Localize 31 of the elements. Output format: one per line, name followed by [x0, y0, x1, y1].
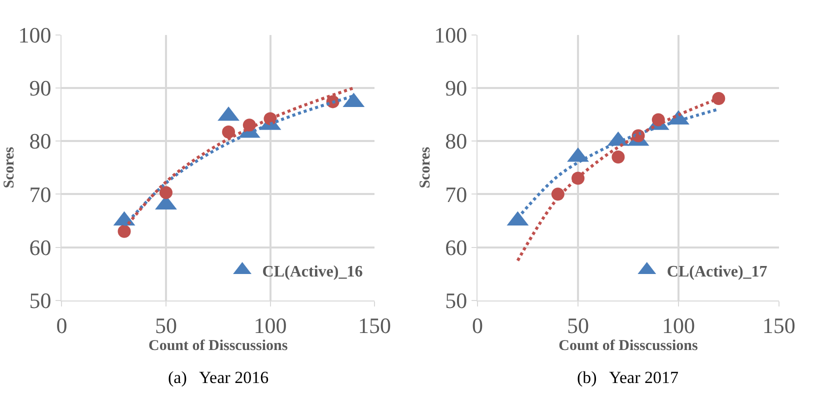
x-axis-title: Count of Disscussions [558, 338, 698, 354]
point [118, 224, 131, 238]
point [222, 126, 236, 138]
x-tick-label: 0 [472, 312, 484, 338]
x-tick-label: 50 [154, 312, 177, 338]
text: (b) Year 2017 [577, 368, 680, 387]
legend-label: CL(Active)_16 [262, 263, 363, 280]
y-tick-label: 60 [29, 235, 52, 260]
x-tick-label: 150 [358, 312, 392, 338]
y-tick-label: 70 [29, 182, 52, 207]
legend-label: CL(Active)_17 [666, 263, 768, 280]
y-tick-label: 50 [445, 288, 468, 314]
x-tick-label: 150 [762, 312, 796, 338]
y-axis-title: Scores [2, 146, 18, 188]
y-tick-label: 90 [445, 76, 468, 101]
x-tick-label: 50 [567, 312, 589, 338]
x-tick-label: 100 [662, 312, 695, 338]
y-tick-label: 100 [18, 22, 52, 48]
point [159, 186, 172, 200]
x-tick-label: 0 [56, 312, 68, 338]
y-tick-label: 80 [445, 128, 468, 154]
y-axis-title: Scores [417, 146, 434, 188]
text: (a) Year 2016 [168, 368, 269, 387]
y-tick-label: 90 [29, 76, 52, 101]
y-tick-label: 60 [445, 235, 468, 260]
x-axis-title: Count of Disscussions [148, 338, 288, 354]
y-tick-label: 50 [29, 288, 52, 314]
y-tick-label: 100 [434, 22, 468, 48]
x-tick-label: 100 [254, 312, 287, 338]
y-tick-label: 70 [445, 182, 468, 207]
y-tick-label: 80 [29, 128, 52, 154]
